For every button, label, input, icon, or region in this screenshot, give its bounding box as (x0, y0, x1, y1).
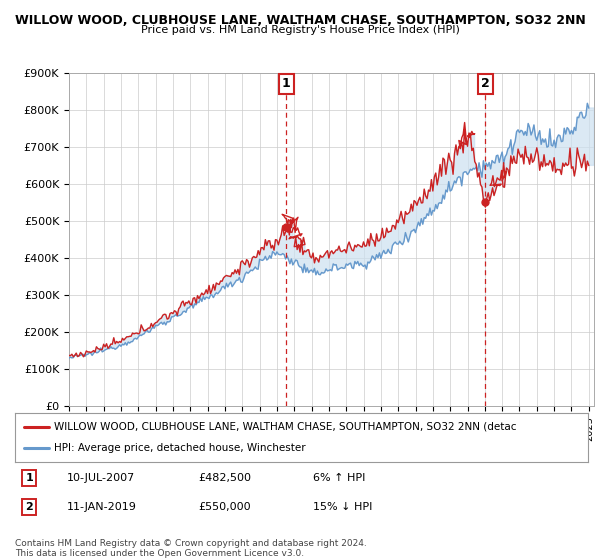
Text: Contains HM Land Registry data © Crown copyright and database right 2024.: Contains HM Land Registry data © Crown c… (15, 539, 367, 548)
Text: This data is licensed under the Open Government Licence v3.0.: This data is licensed under the Open Gov… (15, 549, 304, 558)
Text: 1: 1 (25, 473, 33, 483)
Text: 6% ↑ HPI: 6% ↑ HPI (313, 473, 365, 483)
Text: 11-JAN-2019: 11-JAN-2019 (67, 502, 136, 512)
Text: Price paid vs. HM Land Registry's House Price Index (HPI): Price paid vs. HM Land Registry's House … (140, 25, 460, 35)
Text: 15% ↓ HPI: 15% ↓ HPI (313, 502, 373, 512)
Text: 1: 1 (282, 77, 290, 90)
Text: 2: 2 (481, 77, 490, 90)
Text: £482,500: £482,500 (199, 473, 251, 483)
Text: £550,000: £550,000 (199, 502, 251, 512)
Text: 2: 2 (25, 502, 33, 512)
Text: WILLOW WOOD, CLUBHOUSE LANE, WALTHAM CHASE, SOUTHAMPTON, SO32 2NN (detac: WILLOW WOOD, CLUBHOUSE LANE, WALTHAM CHA… (54, 422, 517, 432)
Text: WILLOW WOOD, CLUBHOUSE LANE, WALTHAM CHASE, SOUTHAMPTON, SO32 2NN: WILLOW WOOD, CLUBHOUSE LANE, WALTHAM CHA… (14, 14, 586, 27)
Text: HPI: Average price, detached house, Winchester: HPI: Average price, detached house, Winc… (54, 443, 305, 453)
Text: 10-JUL-2007: 10-JUL-2007 (67, 473, 135, 483)
